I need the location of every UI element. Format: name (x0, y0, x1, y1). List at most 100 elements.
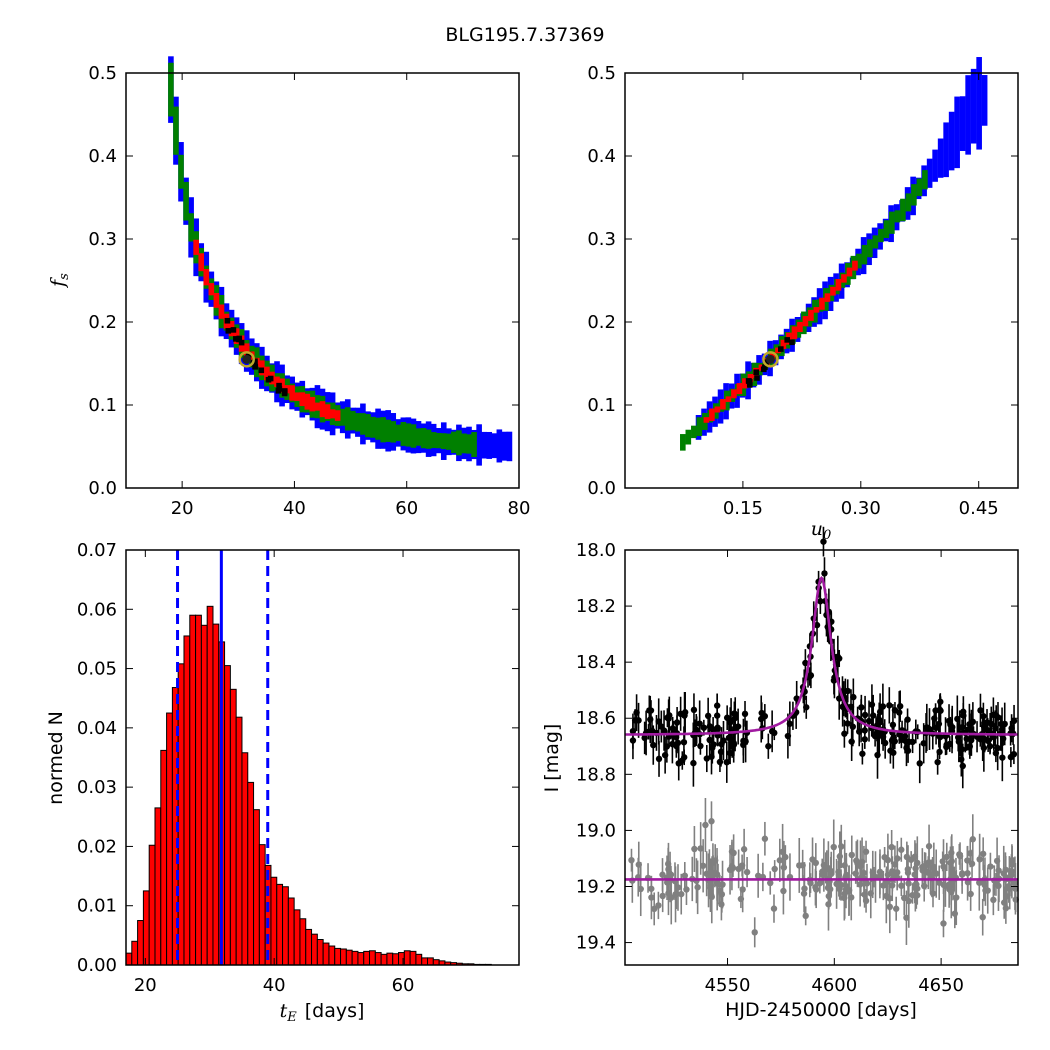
baseline-point (659, 871, 666, 878)
sigma1-cell (193, 239, 199, 255)
xlabel-symbol: t (280, 1000, 288, 1022)
event-point (768, 728, 776, 735)
event-point (765, 743, 772, 750)
histogram-bar (276, 883, 284, 966)
sigma1-cell (213, 292, 220, 308)
event-point (949, 723, 956, 731)
event-point (730, 741, 738, 748)
histogram-ytick-label: 0.04 (77, 718, 117, 739)
baseline-point (888, 843, 895, 851)
baseline-point (674, 884, 682, 891)
histogram-bar (137, 920, 144, 966)
baseline-point (889, 882, 896, 889)
sigma1-cell (824, 293, 831, 302)
best-sample-cell (762, 364, 768, 371)
baseline-point (726, 866, 734, 874)
best-sample-cell (754, 375, 760, 381)
histogram-bar (229, 688, 237, 966)
baseline-point (862, 848, 870, 855)
sigma1-cell (714, 406, 721, 413)
event-point (881, 739, 889, 747)
best-sample-cell (784, 337, 791, 343)
event-point (879, 703, 887, 710)
event-point (999, 735, 1007, 742)
sigma2-cell (440, 433, 447, 450)
best-sample-cell (267, 375, 274, 382)
histogram-bar (311, 933, 318, 966)
histogram-frame (125, 549, 520, 966)
u0-fs-axes: 0.15 0.30 0.45 0.0 0.1 0.2 0.3 0.4 0.5 (587, 63, 1018, 519)
event-point (943, 741, 950, 749)
sigma2-cell (900, 198, 906, 222)
histogram-bar (392, 953, 400, 966)
best-sample-cell (236, 335, 243, 342)
sigma1-cell (742, 378, 748, 389)
event-point (865, 717, 873, 725)
u0-fs-xtick-label: 0.45 (959, 498, 999, 519)
baseline-point (767, 879, 774, 887)
histogram-xtick-label: 60 (392, 975, 415, 996)
event-point (909, 738, 916, 746)
histogram-bar (369, 950, 376, 966)
sigma1-cell (808, 309, 814, 321)
u0-fs-ytick-label: 0.1 (587, 395, 616, 416)
baseline-point (708, 818, 715, 825)
best-sample-cell (252, 364, 259, 370)
panel-lightcurve: 4550 4600 4650 18.0 18.2 18.4 18.6 18.8 19.0 19.2… (541, 526, 1019, 1021)
event-point (990, 711, 997, 719)
histogram-plot-area (125, 550, 492, 966)
event-point (758, 715, 765, 723)
sigma1-cell (725, 396, 732, 402)
event-point (700, 724, 708, 731)
histogram-bar (299, 918, 307, 966)
histogram-xlabel: tE [days] (280, 1000, 365, 1025)
event-point (926, 725, 933, 733)
histogram-bar (386, 952, 394, 966)
te-fs-ytick-label: 0.3 (88, 229, 117, 250)
event-point (664, 714, 671, 721)
histogram-bar (270, 876, 278, 966)
sigma2-cell (188, 213, 194, 242)
sigma1-cell (198, 253, 205, 272)
sigma1-cell (841, 274, 847, 283)
event-point (813, 621, 821, 629)
event-point (658, 723, 665, 730)
sigma2-cell (883, 220, 890, 239)
baseline-point (992, 881, 1000, 888)
histogram-bar (293, 909, 301, 966)
event-point (681, 712, 688, 719)
histogram-bar (125, 952, 133, 966)
sigma1-cell (703, 417, 710, 423)
sigma3-cell (954, 96, 960, 169)
sigma2-cell (173, 106, 179, 155)
histogram-bar (403, 950, 411, 966)
event-point (869, 712, 877, 719)
baseline-point (867, 890, 874, 897)
sigma1-cell (309, 396, 316, 412)
te-fs-ytick-label: 0.4 (88, 146, 117, 167)
event-point (937, 698, 944, 705)
sigma1-cell (314, 402, 321, 411)
sigma3-cell (506, 431, 513, 462)
histogram-xtick-label: 20 (134, 975, 157, 996)
baseline-point (930, 865, 938, 872)
histogram-bar (363, 950, 371, 966)
lightcurve-ytick-label: 18.6 (576, 708, 616, 729)
baseline-point (901, 894, 908, 902)
histogram-bar (131, 940, 139, 966)
lightcurve-ytick-label: 19.4 (576, 933, 616, 954)
sigma2-cell (380, 417, 386, 443)
baseline-point (825, 901, 832, 908)
baseline-point (891, 861, 899, 868)
event-point (874, 751, 881, 759)
sigma2-cell (375, 417, 381, 440)
event-point (723, 758, 730, 766)
best-sample-cell (258, 367, 265, 374)
u0-fs-ytick-label: 0.5 (587, 63, 616, 84)
event-point (663, 743, 671, 750)
baseline-point (713, 879, 721, 887)
baseline-point (1008, 861, 1016, 868)
lightcurve-ytick-label: 18.0 (576, 540, 616, 561)
baseline-point (699, 862, 707, 869)
sigma2-cell (415, 428, 422, 446)
